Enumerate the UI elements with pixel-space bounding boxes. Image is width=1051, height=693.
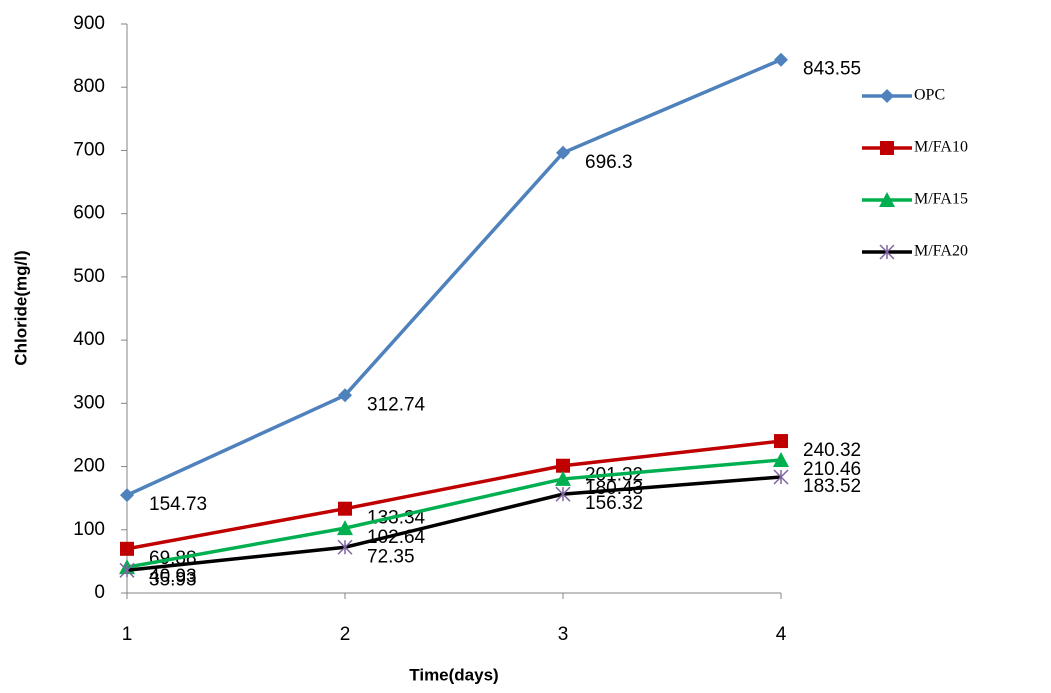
data-label: 240.32 [803, 440, 861, 461]
legend-label: M/FA20 [914, 243, 968, 260]
legend: OPC M/FA10 M/FA15 M/FA20 [862, 87, 968, 260]
y-tick-label: 700 [73, 139, 105, 160]
x-tick-label: 4 [776, 624, 787, 645]
series-line [127, 460, 781, 567]
data-label: 183.52 [803, 476, 861, 497]
marker [880, 141, 894, 155]
y-tick-label: 200 [73, 456, 105, 477]
y-tick-label: 500 [73, 266, 105, 287]
legend-label: M/FA10 [914, 139, 968, 156]
y-tick-label: 300 [73, 392, 105, 413]
marker [120, 488, 134, 502]
marker [338, 502, 352, 516]
series-line [127, 477, 781, 570]
y-tick-label: 400 [73, 329, 105, 350]
marker [774, 434, 788, 448]
y-tick-label: 900 [73, 13, 105, 34]
data-label: 154.73 [149, 494, 207, 515]
marker [556, 459, 570, 473]
series-line [127, 60, 781, 495]
x-tick-label: 3 [558, 624, 569, 645]
x-tick-label: 1 [122, 624, 133, 645]
data-label: 696.3 [585, 152, 633, 173]
x-tick-label: 2 [340, 624, 351, 645]
y-tick-label: 0 [94, 582, 105, 603]
data-label: 843.55 [803, 59, 861, 80]
legend-label: M/FA15 [914, 191, 968, 208]
x-axis-title: Time(days) [409, 665, 498, 684]
y-tick-label: 800 [73, 76, 105, 97]
legend-label: OPC [914, 87, 945, 104]
data-label: 312.74 [367, 394, 426, 415]
y-axis-title: Chloride(mg/l) [11, 250, 30, 365]
data-label: 35.93 [149, 569, 197, 590]
y-tick-label: 100 [73, 519, 105, 540]
series-line [127, 441, 781, 549]
data-label: 72.35 [367, 546, 415, 567]
marker [120, 542, 134, 556]
data-label: 156.32 [585, 493, 643, 514]
chart: Time(days) Chloride(mg/l) OPC M/FA10 M/FA1… [0, 0, 1051, 693]
marker [774, 53, 788, 67]
y-tick-label: 600 [73, 203, 105, 224]
marker [880, 89, 894, 103]
